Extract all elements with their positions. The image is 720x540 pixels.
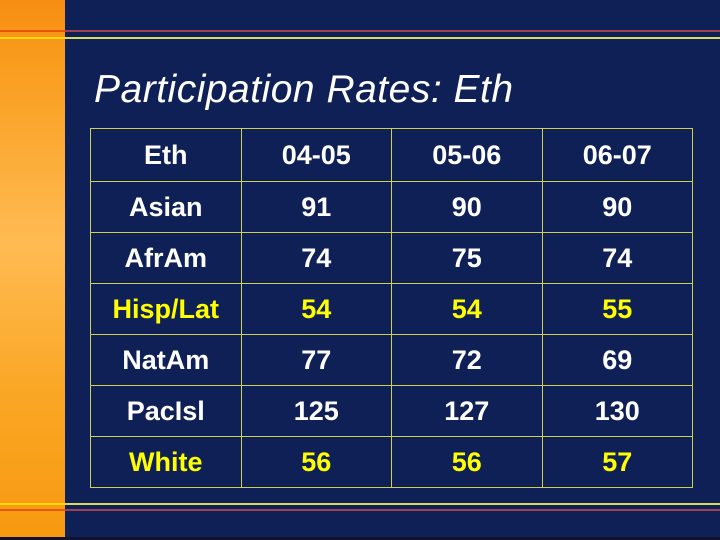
table-row-white: White 56 56 57 xyxy=(90,436,693,488)
top-accent-line-red xyxy=(0,30,720,32)
bottom-accent-line-red-band-segment xyxy=(0,509,65,511)
table-cell: 54 xyxy=(391,283,543,335)
participation-rates-table: Eth 04-05 05-06 06-07 Asian 91 90 90 Afr… xyxy=(90,128,693,488)
table-cell: 55 xyxy=(541,283,693,335)
table-cell: 74 xyxy=(541,232,693,284)
row-label: NatAm xyxy=(90,334,242,386)
bottom-accent-line-yellow-band-segment xyxy=(0,503,65,505)
table-cell: 54 xyxy=(240,283,392,335)
top-accent-line-red-band-segment xyxy=(0,30,65,32)
table-cell: 127 xyxy=(391,385,543,437)
table-cell: 130 xyxy=(541,385,693,437)
bottom-edge-strip xyxy=(0,537,720,540)
top-accent-line-yellow xyxy=(0,37,720,39)
table-cell: 69 xyxy=(541,334,693,386)
table-cell: 91 xyxy=(240,181,392,233)
table-cell: 75 xyxy=(391,232,543,284)
table-cell: 72 xyxy=(391,334,543,386)
table-cell: 125 xyxy=(240,385,392,437)
table-cell: 77 xyxy=(240,334,392,386)
row-label: AfrAm xyxy=(90,232,242,284)
table-row-hisp-lat: Hisp/Lat 54 54 55 xyxy=(90,283,693,335)
row-label: Hisp/Lat xyxy=(90,283,242,335)
table-cell: 56 xyxy=(240,436,392,488)
bottom-accent-line-yellow xyxy=(0,503,720,505)
table-cell: 90 xyxy=(541,181,693,233)
table-cell: 56 xyxy=(391,436,543,488)
header-row: Eth 04-05 05-06 06-07 xyxy=(90,128,693,182)
column-header-eth: Eth xyxy=(90,128,242,182)
row-label: Asian xyxy=(90,181,242,233)
column-header-04-05: 04-05 xyxy=(240,128,392,182)
row-label: White xyxy=(90,436,242,488)
bottom-accent-line-red xyxy=(0,509,720,511)
table-row-pacisl: PacIsl 125 127 130 xyxy=(90,385,693,437)
top-accent-line-yellow-band-segment xyxy=(0,37,65,39)
table-cell: 57 xyxy=(541,436,693,488)
table-cell: 74 xyxy=(240,232,392,284)
left-orange-band xyxy=(0,0,65,540)
slide-title: Participation Rates: Eth xyxy=(94,68,514,111)
row-label: PacIsl xyxy=(90,385,242,437)
table-row-asian: Asian 91 90 90 xyxy=(90,181,693,233)
column-header-05-06: 05-06 xyxy=(391,128,543,182)
table-row-afram: AfrAm 74 75 74 xyxy=(90,232,693,284)
table-row-natam: NatAm 77 72 69 xyxy=(90,334,693,386)
table-cell: 90 xyxy=(391,181,543,233)
column-header-06-07: 06-07 xyxy=(541,128,693,182)
